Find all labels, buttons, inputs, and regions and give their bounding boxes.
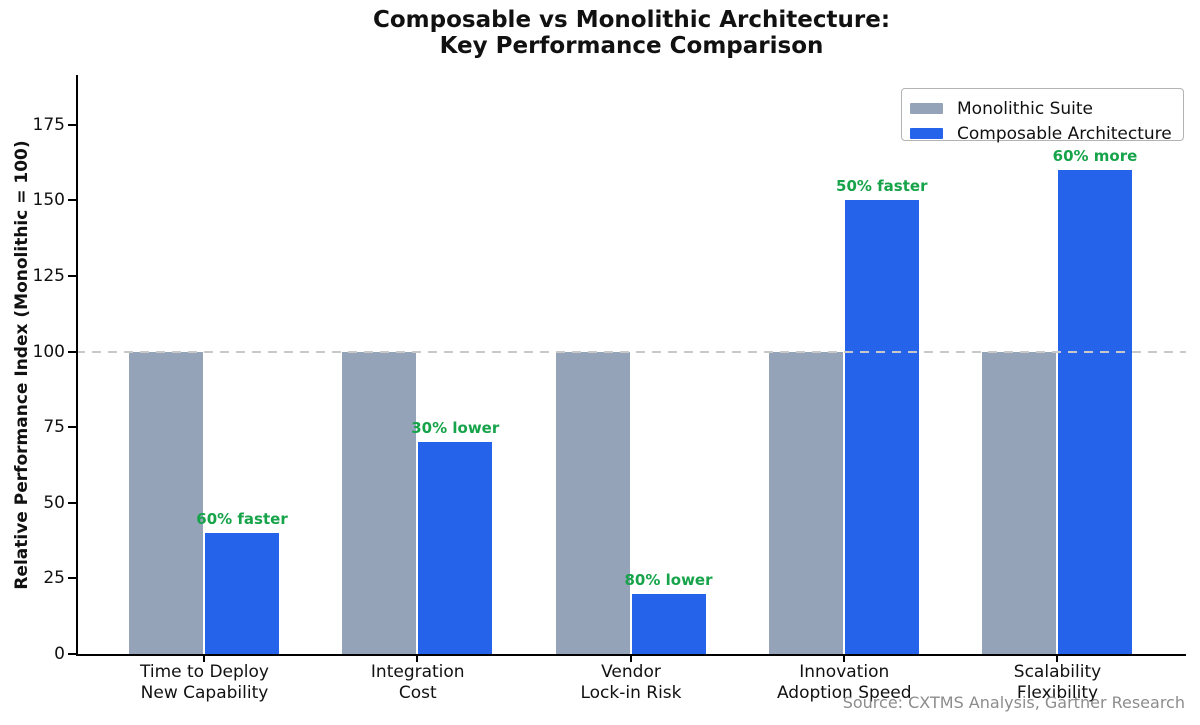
y-tick-mark <box>68 501 76 504</box>
x-axis-category-label: Scalability Flexibility <box>1013 662 1102 703</box>
bar-annotation: 50% faster <box>836 177 928 196</box>
bar-composable <box>631 593 706 654</box>
bar-composable <box>1058 170 1132 654</box>
bar-annotation: 30% lower <box>411 419 500 438</box>
y-tick-mark <box>68 123 76 126</box>
y-tick-label: 0 <box>54 644 65 664</box>
bar-monolithic <box>768 351 843 654</box>
chart-title-line1: Composable vs Monolithic Architecture: <box>372 7 891 33</box>
y-tick-label: 75 <box>43 417 65 438</box>
y-tick-mark <box>68 577 76 580</box>
bar-composable <box>418 442 493 654</box>
x-tick-mark <box>842 654 845 662</box>
chart-title-line2: Key Performance Comparison <box>439 33 824 59</box>
bar-monolithic <box>129 351 203 654</box>
y-tick-mark <box>68 653 76 655</box>
y-tick-label: 50 <box>43 492 65 513</box>
y-tick-label: 175 <box>32 114 65 135</box>
source-note: Source: CXTMS Analysis, Gartner Research <box>842 693 1185 712</box>
legend-label-monolithic: Monolithic Suite <box>957 98 1094 119</box>
bar-monolithic <box>982 351 1056 654</box>
legend-item-composable: Composable Architecture <box>902 121 1183 146</box>
y-tick-mark <box>68 275 76 278</box>
x-tick-mark <box>416 654 419 662</box>
chart-title: Composable vs Monolithic Architecture: K… <box>78 7 1185 59</box>
y-tick-mark <box>68 350 76 353</box>
y-axis-spine <box>76 75 78 656</box>
bar-annotation: 60% faster <box>196 510 288 529</box>
monolithic-swatch-icon <box>910 103 943 114</box>
y-tick-label: 150 <box>32 190 65 211</box>
x-tick-mark <box>629 654 632 662</box>
y-tick-label: 25 <box>43 568 65 589</box>
x-axis-category-label: Vendor Lock-in Risk <box>580 662 682 703</box>
x-tick-mark <box>1056 654 1058 662</box>
y-tick-label: 100 <box>32 341 65 362</box>
y-tick-mark <box>68 199 76 202</box>
bar-monolithic <box>342 351 417 654</box>
bar-composable <box>844 200 919 654</box>
x-axis-category-label: Time to Deploy New Capability <box>139 662 269 703</box>
legend-label-composable: Composable Architecture <box>957 123 1172 144</box>
composable-swatch-icon <box>910 128 943 139</box>
reference-line-100 <box>76 350 1186 353</box>
bar-annotation: 60% more <box>1052 147 1138 166</box>
x-axis-category-label: Innovation Adoption Speed <box>776 662 912 703</box>
x-axis-category-label: Integration Cost <box>370 662 465 703</box>
x-tick-mark <box>203 654 205 662</box>
y-tick-label: 125 <box>32 266 65 287</box>
legend: Monolithic Suite Composable Architecture <box>901 88 1184 144</box>
legend-item-monolithic: Monolithic Suite <box>902 96 1183 121</box>
bar-monolithic <box>555 351 630 654</box>
bar-composable <box>205 533 279 654</box>
bar-annotation: 80% lower <box>624 570 713 589</box>
x-axis-spine <box>76 654 1186 656</box>
y-tick-mark <box>68 426 76 429</box>
